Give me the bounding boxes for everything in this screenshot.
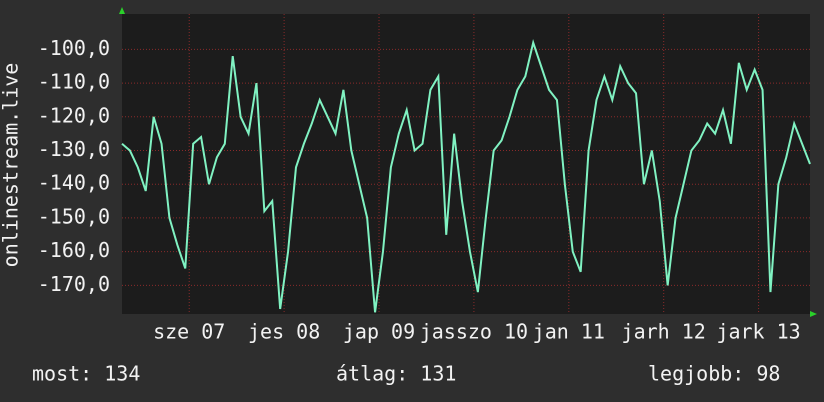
x-tick-label: jasszo 10 [420,320,528,344]
x-tick-label: jes 08 [248,320,320,344]
data-line [121,38,811,313]
x-tick-label: jarh 12 [622,320,706,344]
y-tick-label: -100,0 [38,36,110,60]
x-tick-label: sze 07 [153,320,225,344]
y-tick-label: -120,0 [38,103,110,127]
y-tick-label: -130,0 [38,137,110,161]
x-tick-label: jap 09 [343,320,415,344]
axis-arrow [810,311,817,317]
y-tick-label: -150,0 [38,204,110,228]
y-tick-label: -110,0 [38,70,110,94]
x-tick-label: jark 13 [716,320,800,344]
y-tick-label: -140,0 [38,171,110,195]
y-tick-label: -160,0 [38,238,110,262]
legend-stat: legjobb: 98 [648,362,780,386]
y-axis-label: onlinestream.live [0,63,23,268]
x-tick-label: jan 11 [533,320,605,344]
legend-stat: most: 134 [32,362,140,386]
y-tick-label: -170,0 [38,272,110,296]
axis-arrow [119,7,125,14]
legend-stat: átlag: 131 [336,362,456,386]
plot-area [122,14,810,314]
